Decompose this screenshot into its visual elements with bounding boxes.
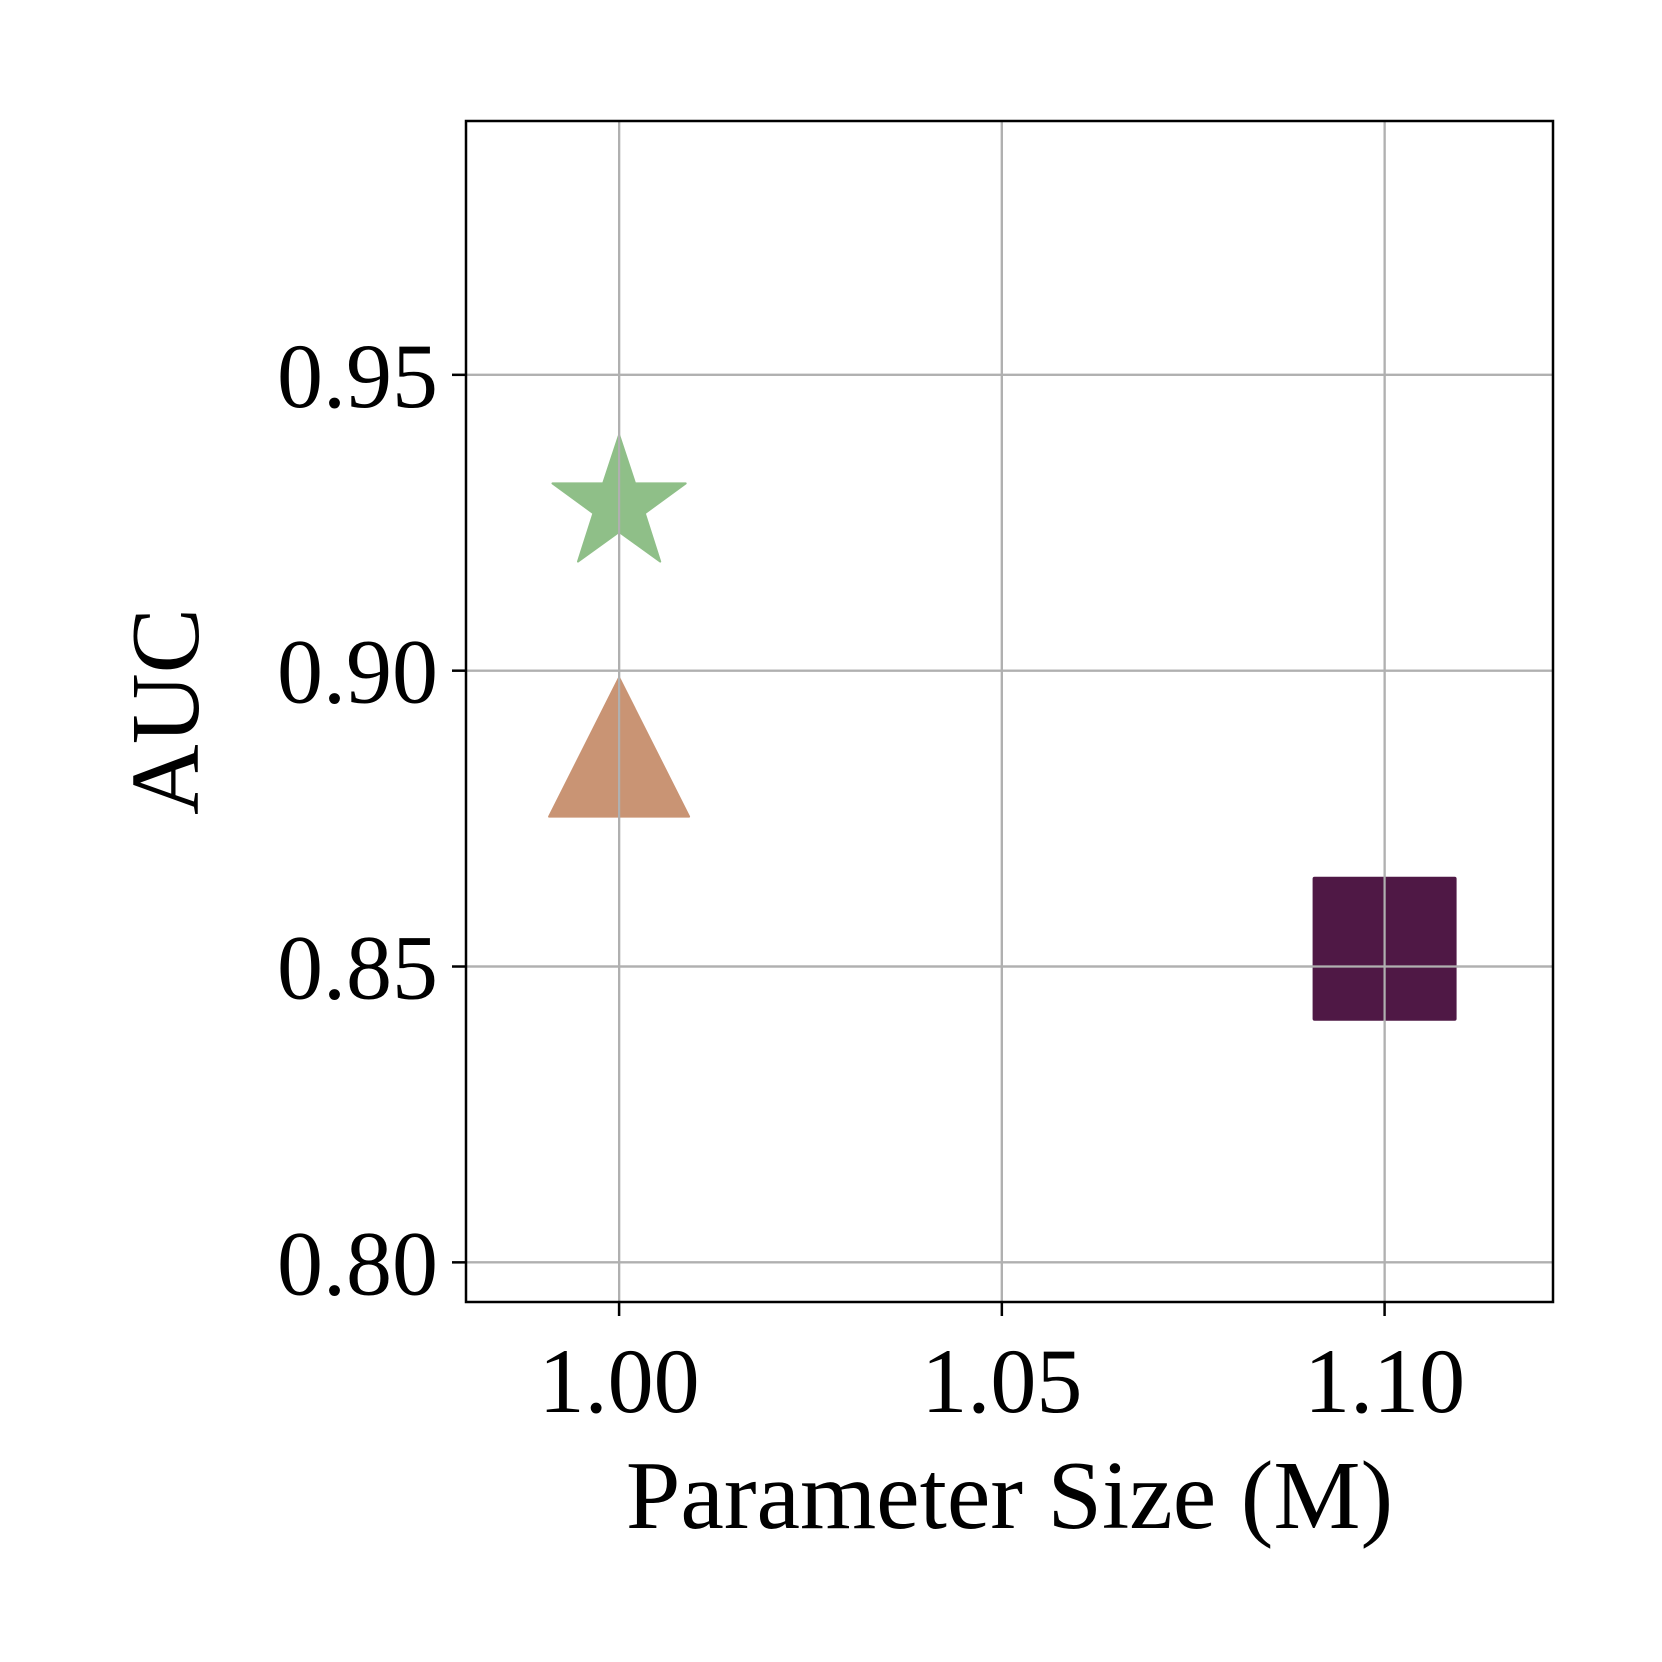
y-tick-label: 0.80 [277,1212,438,1314]
x-tick-label: 1.00 [539,1330,700,1432]
plot-area-frame [464,119,1555,1304]
y-tick-label: 0.95 [277,325,438,427]
data-markers [466,121,1553,1302]
x-tick-label: 1.10 [1304,1330,1465,1432]
y-tick-label: 0.85 [277,917,438,1019]
x-axis-title: Parameter Size (M) [626,1442,1393,1550]
axis-ticks: 1.00 1.05 1.10 0.80 0.85 0.90 0.95 [277,325,1465,1432]
x-tick-label: 1.05 [921,1330,1082,1432]
y-tick-label: 0.90 [277,621,438,723]
y-axis-title: AUC [112,608,220,815]
